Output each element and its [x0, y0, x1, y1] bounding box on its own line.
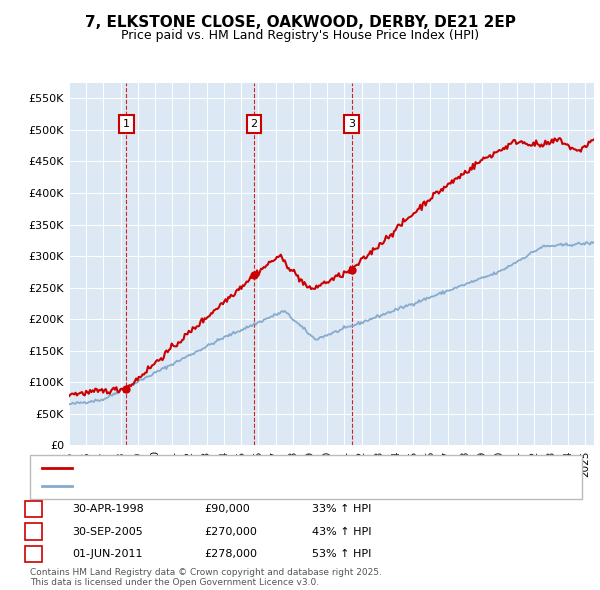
Text: £90,000: £90,000	[204, 504, 250, 514]
Text: 33% ↑ HPI: 33% ↑ HPI	[312, 504, 371, 514]
Text: 30-SEP-2005: 30-SEP-2005	[72, 527, 143, 536]
Text: 7, ELKSTONE CLOSE, OAKWOOD, DERBY, DE21 2EP: 7, ELKSTONE CLOSE, OAKWOOD, DERBY, DE21 …	[85, 15, 515, 30]
Text: £278,000: £278,000	[204, 549, 257, 559]
Text: 3: 3	[29, 549, 37, 559]
Text: 2: 2	[250, 119, 257, 129]
Text: 1: 1	[123, 119, 130, 129]
Text: 30-APR-1998: 30-APR-1998	[72, 504, 144, 514]
Text: Price paid vs. HM Land Registry's House Price Index (HPI): Price paid vs. HM Land Registry's House …	[121, 30, 479, 42]
Text: 2: 2	[29, 527, 37, 536]
Text: 1: 1	[29, 504, 37, 514]
Text: 7, ELKSTONE CLOSE, OAKWOOD, DERBY, DE21 2EP (detached house): 7, ELKSTONE CLOSE, OAKWOOD, DERBY, DE21 …	[75, 464, 436, 473]
Text: HPI: Average price, detached house, City of Derby: HPI: Average price, detached house, City…	[75, 481, 337, 490]
Text: £270,000: £270,000	[204, 527, 257, 536]
Text: 43% ↑ HPI: 43% ↑ HPI	[312, 527, 371, 536]
Text: Contains HM Land Registry data © Crown copyright and database right 2025.
This d: Contains HM Land Registry data © Crown c…	[30, 568, 382, 587]
Text: 53% ↑ HPI: 53% ↑ HPI	[312, 549, 371, 559]
Text: 3: 3	[348, 119, 355, 129]
Text: 01-JUN-2011: 01-JUN-2011	[72, 549, 143, 559]
